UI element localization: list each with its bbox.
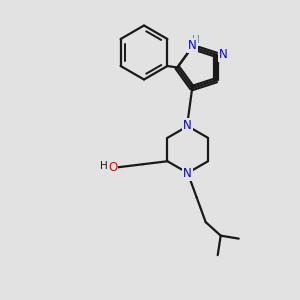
Text: H: H: [100, 161, 108, 171]
Text: H: H: [192, 35, 200, 45]
Text: N: N: [188, 39, 197, 52]
Text: N: N: [219, 48, 227, 61]
Text: N: N: [183, 167, 192, 180]
Text: N: N: [183, 119, 192, 132]
Text: O: O: [108, 161, 118, 174]
